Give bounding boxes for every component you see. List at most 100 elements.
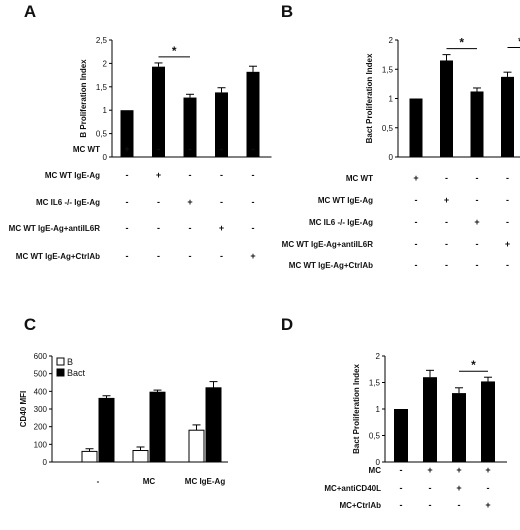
minus-sign: -	[506, 173, 509, 183]
minus-sign: -	[220, 197, 223, 207]
y-tick-label: 0,5	[369, 432, 381, 441]
condition-label: MC WT IgE-Ag+CtrlAb	[16, 252, 100, 261]
minus-sign: -	[506, 260, 509, 270]
plus-sign: +	[156, 170, 161, 180]
minus-sign: -	[445, 173, 448, 183]
minus-sign: -	[126, 251, 129, 261]
minus-sign: -	[189, 223, 192, 233]
plus-sign: +	[219, 223, 224, 233]
bar	[215, 92, 228, 157]
condition-label: MC WT IgE-Ag+CtrlAb	[289, 261, 373, 270]
bar-bact	[98, 397, 115, 463]
y-tick-label: 2	[103, 59, 108, 68]
minus-sign: -	[189, 251, 192, 261]
y-tick-label: 2,5	[96, 36, 108, 45]
minus-sign: -	[126, 197, 129, 207]
condition-label: MC WT	[346, 174, 373, 183]
plus-sign: +	[474, 217, 479, 227]
minus-sign: -	[415, 195, 418, 205]
y-tick-label: 1	[103, 106, 108, 115]
y-tick-label: 500	[34, 370, 48, 379]
condition-label: MC IL6 -/- IgE-Ag	[36, 198, 100, 207]
bar	[481, 381, 495, 462]
bar	[409, 98, 423, 157]
plus-sign: +	[124, 144, 129, 154]
y-tick-label: 600	[34, 352, 48, 361]
condition-label: MC WT IgE-Ag	[318, 196, 373, 205]
minus-sign: -	[220, 170, 223, 180]
y-tick-label: 0,5	[382, 124, 394, 133]
y-axis-label: CD40 MFI	[19, 391, 28, 427]
minus-sign: -	[400, 500, 403, 510]
y-axis-label: Bact Proliferation Index	[365, 53, 374, 143]
x-category-label: MC IgE-Ag	[185, 477, 226, 486]
minus-sign: -	[429, 483, 432, 493]
minus-sign: -	[157, 251, 160, 261]
condition-label: MC WT IgE-Ag	[45, 171, 100, 180]
significance-marker: **	[518, 34, 520, 48]
y-tick-label: 0,5	[96, 130, 108, 139]
condition-label: MC IL6 -/- IgE-Ag	[309, 218, 373, 227]
plus-sign: +	[485, 465, 490, 475]
bar	[120, 110, 134, 157]
minus-sign: -	[415, 239, 418, 249]
plus-sign: +	[444, 195, 449, 205]
minus-sign: -	[476, 260, 479, 270]
y-tick-label: 100	[34, 440, 48, 449]
minus-sign: -	[252, 144, 255, 154]
legend-swatch	[56, 368, 65, 377]
x-category-label: MC	[143, 477, 156, 486]
bar	[501, 76, 514, 157]
minus-sign: -	[506, 195, 509, 205]
minus-sign: -	[220, 251, 223, 261]
minus-sign: -	[415, 260, 418, 270]
condition-label: MC WT IgE-Ag+antiIL6R	[9, 224, 101, 233]
minus-sign: -	[157, 197, 160, 207]
y-tick-label: 0	[376, 458, 381, 467]
plus-sign: +	[427, 465, 432, 475]
significance-marker: *	[471, 358, 476, 372]
minus-sign: -	[487, 483, 490, 493]
bar	[470, 91, 484, 157]
condition-label: MC	[369, 466, 382, 475]
legend-entry: Bact	[67, 368, 86, 378]
significance-marker: *	[459, 36, 464, 50]
y-tick-label: 300	[34, 405, 48, 414]
y-tick-label: 2	[389, 36, 394, 45]
minus-sign: -	[476, 195, 479, 205]
y-tick-label: 1,5	[369, 379, 381, 388]
minus-sign: -	[506, 217, 509, 227]
bar-b	[81, 450, 98, 463]
minus-sign: -	[220, 144, 223, 154]
minus-sign: -	[157, 223, 160, 233]
minus-sign: -	[126, 170, 129, 180]
bar	[423, 377, 437, 462]
bar-b	[188, 429, 205, 463]
minus-sign: -	[415, 217, 418, 227]
minus-sign: -	[252, 197, 255, 207]
bar	[152, 66, 165, 157]
minus-sign: -	[252, 223, 255, 233]
panel-label: B	[281, 2, 293, 21]
legend-entry: B	[67, 357, 73, 367]
minus-sign: -	[252, 170, 255, 180]
significance-marker: *	[172, 44, 177, 58]
plus-sign: +	[413, 173, 418, 183]
condition-label: MC WT IgE-Ag+antiIL6R	[282, 240, 374, 249]
y-axis-label: Bact Proliferation Index	[352, 364, 361, 454]
plus-sign: +	[456, 465, 461, 475]
bar-bact	[205, 387, 222, 463]
plus-sign: +	[456, 483, 461, 493]
minus-sign: -	[445, 260, 448, 270]
y-tick-label: 1,5	[96, 83, 108, 92]
condition-label: MC+antiCD40L	[324, 484, 381, 493]
minus-sign: -	[458, 500, 461, 510]
legend-swatch	[56, 357, 65, 366]
y-tick-label: 1	[376, 405, 381, 414]
minus-sign: -	[189, 170, 192, 180]
y-tick-label: 200	[34, 423, 48, 432]
bar-bact	[149, 391, 166, 463]
panel-a: 0 0,5 1 1,5 2 2,5 B Proliferation Index A * MC WT…	[9, 2, 272, 261]
